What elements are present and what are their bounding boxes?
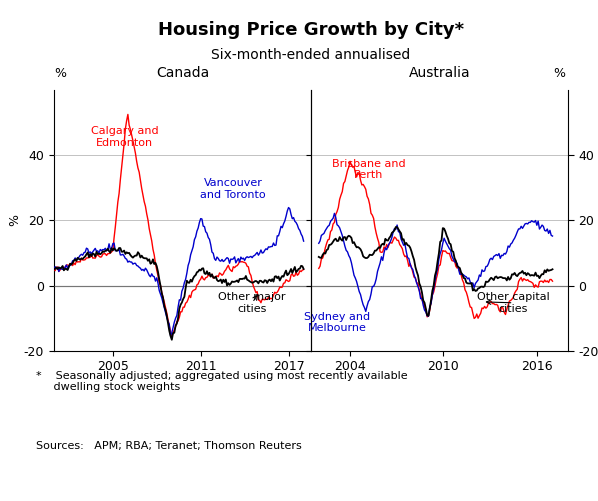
- Text: Canada: Canada: [155, 66, 209, 80]
- Text: Other major
cities: Other major cities: [218, 292, 286, 314]
- Text: Brisbane and
Perth: Brisbane and Perth: [332, 158, 405, 180]
- Text: Housing Price Growth by City*: Housing Price Growth by City*: [158, 21, 464, 39]
- Text: Sydney and
Melbourne: Sydney and Melbourne: [304, 312, 371, 333]
- Text: Sources:   APM; RBA; Teranet; Thomson Reuters: Sources: APM; RBA; Teranet; Thomson Reut…: [36, 441, 301, 451]
- Text: *    Seasonally adjusted; aggregated using most recently available
     dwelling: * Seasonally adjusted; aggregated using …: [36, 371, 407, 392]
- Y-axis label: %: %: [8, 214, 21, 226]
- Text: Other capital
cities: Other capital cities: [477, 292, 550, 314]
- Text: Vancouver
and Toronto: Vancouver and Toronto: [200, 178, 266, 199]
- Text: Australia: Australia: [408, 66, 471, 80]
- Text: Six-month-ended annualised: Six-month-ended annualised: [211, 48, 411, 62]
- Text: %: %: [553, 67, 565, 80]
- Text: %: %: [54, 67, 66, 80]
- Text: Calgary and
Edmonton: Calgary and Edmonton: [90, 126, 158, 147]
